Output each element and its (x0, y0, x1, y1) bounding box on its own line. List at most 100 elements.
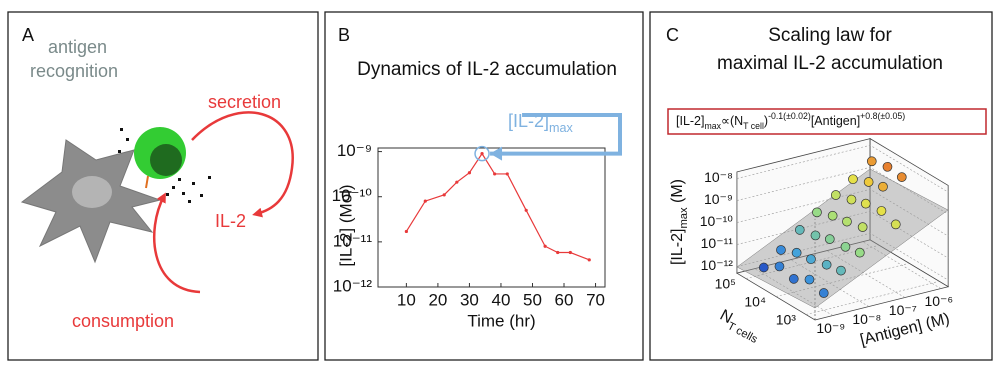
text-segment: +0.8(±0.05) (860, 111, 905, 121)
text-segment: T cells (725, 320, 759, 346)
grid-line (736, 232, 949, 281)
label-il2: IL-2 (215, 211, 246, 231)
y-tick-label: 10⁻¹¹ (333, 231, 373, 250)
data-point (505, 172, 509, 176)
data-point (824, 234, 835, 244)
y-tick-label: 10⁵ (715, 275, 736, 291)
data-point (846, 194, 857, 205)
data-point (860, 198, 871, 209)
data-point (404, 229, 408, 234)
secretion-arrow (191, 111, 294, 218)
y-axis-label: [IL-2] (Mol) (336, 184, 355, 266)
x-tick-label: 10⁻⁷ (889, 302, 917, 318)
panel-frame (7, 11, 319, 361)
data-point (480, 152, 484, 156)
text-segment: [Antigen] (811, 114, 860, 128)
data-point (810, 230, 821, 241)
panel-frame (324, 11, 644, 361)
data-point (788, 274, 799, 284)
x-tick-label: 50 (523, 290, 542, 309)
x-axis-label: Time (hr) (467, 311, 535, 330)
data-point (830, 190, 841, 200)
x-tick-label: 30 (460, 290, 479, 309)
data-point (794, 225, 805, 235)
text-segment: max (678, 207, 690, 229)
text-segment: (M) (669, 179, 686, 207)
chart-title: Dynamics of IL-2 accumulation (357, 59, 617, 80)
z-tick-label: 10⁻¹⁰ (700, 213, 734, 229)
panel-label: B (338, 25, 350, 45)
data-point (840, 241, 851, 252)
t-cell-nucleus (150, 144, 182, 176)
label-consumption: consumption (72, 311, 174, 331)
data-point (876, 206, 887, 216)
y-tick-label: 10⁴ (744, 293, 766, 309)
x-tick-label: 10⁻⁶ (924, 293, 953, 309)
text-segment: max (705, 121, 722, 131)
x-tick-label: 10⁻⁸ (852, 311, 881, 327)
label-secretion: secretion (208, 92, 281, 112)
panel-label: A (22, 25, 34, 45)
data-point (493, 172, 497, 176)
panel-label: C (666, 25, 679, 45)
annotation-arrow-head (490, 146, 503, 161)
data-point (812, 207, 822, 218)
text-segment: [IL-2] (669, 229, 686, 265)
data-point (896, 172, 907, 182)
chart-title: maximal IL-2 accumulation (717, 53, 943, 74)
data-point (854, 247, 865, 258)
grid-line (754, 268, 833, 316)
text-segment: max (549, 121, 573, 135)
data-point (776, 245, 786, 255)
x-tick-label: 70 (586, 290, 605, 309)
plot-frame (377, 147, 606, 288)
formula: [IL-2]max∝(NT cell)-0.1(±0.02)[Antigen]+… (676, 111, 905, 131)
panel-frame (649, 11, 993, 361)
x-tick-label: 20 (428, 290, 447, 309)
label-antigen: antigen (48, 37, 107, 57)
y-tick-label: 10⁻¹² (333, 276, 373, 295)
data-point (423, 199, 427, 203)
z-tick-label: 10⁻⁹ (704, 191, 733, 207)
data-point (836, 265, 846, 276)
z-tick-label: 10⁻¹² (701, 257, 734, 273)
data-point (442, 193, 446, 197)
x-tick-label: 60 (555, 290, 574, 309)
y-tick-label: 10⁻¹⁰ (332, 186, 373, 205)
grid-line (736, 144, 949, 193)
x-tick-label: 40 (491, 290, 510, 309)
data-point (806, 254, 816, 265)
data-point (758, 262, 769, 273)
grid-line (736, 166, 949, 215)
data-point (821, 259, 832, 270)
data-point (827, 210, 838, 221)
data-point (804, 274, 815, 285)
y-tick-label: 10⁻⁹ (337, 141, 372, 160)
grid-line (736, 210, 949, 259)
data-point (774, 261, 785, 272)
z-tick-label: 10⁻¹¹ (701, 235, 734, 251)
grid-line (736, 188, 949, 237)
data-point (818, 288, 829, 298)
label-recognition: recognition (30, 61, 118, 81)
data-point (866, 156, 877, 167)
data-point (863, 177, 874, 187)
line-series (405, 152, 590, 261)
text-segment: T cell (743, 121, 764, 131)
data-point (848, 174, 858, 185)
data-point (587, 258, 591, 262)
data-point (882, 161, 893, 172)
text-segment: [IL-2] (676, 114, 705, 128)
il2-molecules (118, 128, 211, 203)
data-point (791, 247, 802, 258)
formula-box (667, 108, 987, 135)
text-segment: ) (764, 114, 768, 128)
consumption-arrow (153, 192, 201, 294)
data-point (556, 250, 560, 255)
annotation-label: [IL-2]max (508, 111, 574, 136)
max-marker (474, 145, 490, 162)
y-axis-label: NT cells (715, 307, 764, 346)
data-point (524, 208, 528, 212)
